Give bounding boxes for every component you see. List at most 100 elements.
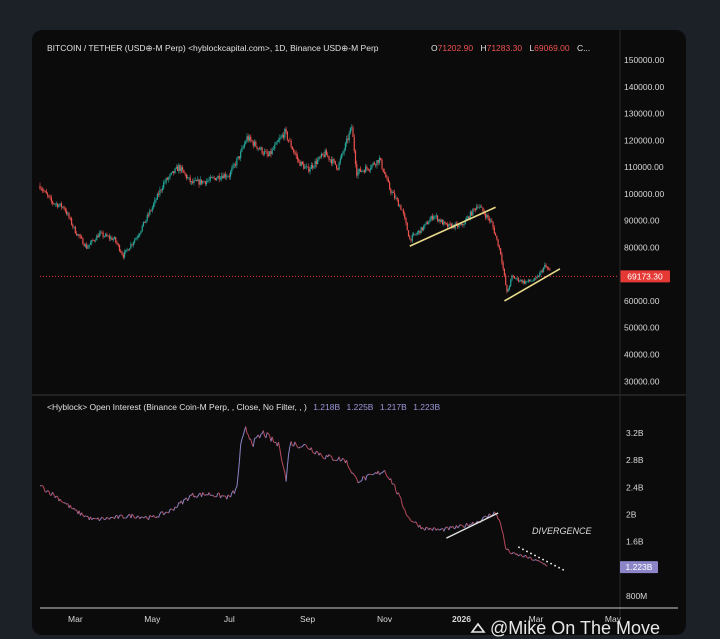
candle-body [524,281,525,284]
candle-body [394,193,395,198]
camera-icon [470,620,486,636]
open-interest-segment [398,493,399,496]
open-interest-segment [70,505,71,508]
candle-body [335,161,336,165]
candle-body [403,210,404,214]
open-interest-segment [143,517,144,518]
candle-body [167,178,168,179]
open-interest-segment [359,481,360,482]
candle-body [504,269,505,276]
candle-body [500,248,501,254]
candle-body [544,265,545,268]
candle-body [241,148,242,152]
candle-body [178,165,179,171]
candle-body [126,250,127,251]
open-interest-segment [411,521,412,522]
candle-body [404,213,405,217]
candle-body [458,225,459,227]
price-tick-label: 50000.00 [624,323,660,333]
candle-body [209,180,210,181]
candle-body [80,236,81,237]
open-interest-segment [55,496,56,498]
open-interest-segment [515,553,516,555]
candle-body [128,250,129,251]
candle-body [402,210,403,211]
candle-body [513,276,514,277]
open-interest-segment [366,475,367,480]
candle-body [105,234,106,236]
candle-body [350,128,351,133]
candle-body [49,197,50,198]
candle-body [87,247,88,249]
price-panel: 150000.00140000.00130000.00120000.001100… [39,43,670,386]
candle-body [219,176,220,179]
candle-body [338,163,339,170]
candle-body [248,136,249,140]
candle-body [231,168,232,171]
open-interest-segment [234,489,235,494]
candle-body [269,151,270,156]
candle-body [474,209,475,210]
open-interest-segment [127,515,128,517]
candle-body [467,217,468,219]
candle-body [211,177,212,178]
candle-body [392,192,393,193]
open-interest-segment [545,564,546,566]
candle-body [409,237,410,239]
candle-body [135,238,136,240]
candle-body [115,237,116,242]
open-interest-segment [363,476,364,477]
open-interest-segment [248,435,249,439]
candle-body [244,144,245,147]
candle-body [380,158,381,160]
candle-body [226,177,227,178]
candle-body [450,224,451,225]
candle-body [200,180,201,185]
candle-body [188,177,189,178]
open-interest-segment [403,508,404,509]
candle-body [73,227,74,228]
candle-body [429,219,430,222]
candle-body [39,186,40,189]
open-interest-segment [467,523,468,525]
candle-body [185,173,186,175]
low-value: 69069.00 [534,43,570,53]
open-interest-segment [295,442,296,445]
open-interest-segment [400,496,401,498]
candle-body [221,176,222,179]
candle-body [448,224,449,227]
open-interest-segment [379,473,380,474]
open-interest-segment [347,460,348,466]
candle-body [302,162,303,164]
open-interest-tick-label: 800M [626,591,647,601]
candle-body [432,216,433,219]
candle-body [492,222,493,227]
open-interest-segment [53,492,54,495]
candle-body [147,215,148,220]
open-interest-segment [114,516,115,519]
candle-body [345,143,346,150]
candle-body [547,267,548,268]
x-tick-label: 2026 [452,614,471,624]
candle-body [129,248,130,250]
candle-body [104,236,105,237]
open-interest-segment [237,475,238,487]
candle-body [263,153,264,154]
price-legend: BITCOIN / TETHER (USD⊕-M Perp) <hyblockc… [47,43,590,53]
candle-body [142,226,143,231]
candle-body [169,174,170,177]
open-interest-segment [438,529,439,530]
price-candles [39,124,550,293]
candle-body [390,189,391,193]
candle-body [132,244,133,245]
candle-body [46,191,47,193]
open-interest-trendline [518,547,565,571]
open-interest-segment [296,445,297,447]
candle-body [516,278,517,279]
candle-body [53,203,54,204]
candle-body [243,147,244,148]
candle-body [273,149,274,150]
open-interest-segment [339,457,340,461]
candle-body [323,155,324,157]
open-interest-segment [531,558,532,560]
